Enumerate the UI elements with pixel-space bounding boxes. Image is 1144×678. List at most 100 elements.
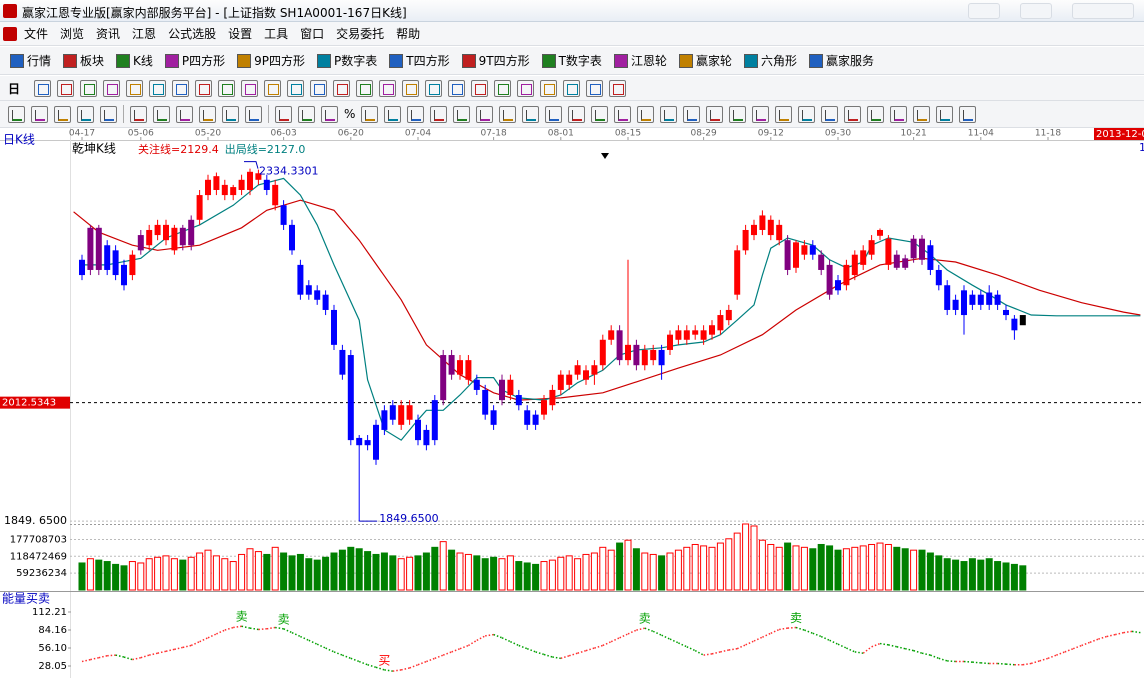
candle-body [566,374,573,385]
toolbar-button[interactable]: 9P四方形 [237,52,305,69]
tool-icon[interactable] [384,105,402,123]
tool-icon[interactable] [34,79,52,97]
tool-icon[interactable] [287,79,305,97]
tool-icon[interactable] [126,79,144,97]
tool-icon[interactable] [729,105,747,123]
toolbar-button[interactable]: P四方形 [164,52,225,69]
toolbar-button[interactable]: 9T四方形 [461,52,530,69]
menu-item[interactable]: 帮助 [396,27,421,41]
tool-icon[interactable] [476,105,494,123]
menu-item[interactable]: 浏览 [60,27,85,41]
tool-icon[interactable] [522,105,540,123]
tool-icon[interactable] [8,105,25,123]
maximize-button[interactable] [1020,3,1052,19]
menu-item[interactable]: 文件 [24,27,49,41]
tool-icon[interactable] [499,105,517,123]
menu-item[interactable]: 设置 [228,27,253,41]
menu-item[interactable]: 资讯 [96,27,121,41]
tool-icon[interactable] [172,79,190,97]
tool-icon[interactable] [218,79,236,97]
toolbar-button[interactable]: P数字表 [317,52,377,69]
tool-icon[interactable] [844,105,862,123]
tool-icon[interactable] [379,79,397,97]
tool-icon[interactable] [563,79,581,97]
tool-icon[interactable] [264,79,282,97]
tool-icon[interactable] [298,105,315,123]
toolbar-button[interactable]: T四方形 [389,52,450,69]
tool-icon[interactable] [153,105,170,123]
tool-icon[interactable] [591,105,609,123]
menu-item[interactable]: 公式选股 [168,27,217,41]
tool-icon[interactable] [130,105,147,123]
tool-icon[interactable] [775,105,793,123]
tool-icon[interactable] [54,105,71,123]
tool-icon[interactable] [540,79,558,97]
toolbar-button[interactable]: T数字表 [541,52,602,69]
toolbar-button[interactable]: 江恩轮 [613,52,667,69]
tool-icon[interactable] [222,105,239,123]
tool-icon[interactable] [660,105,678,123]
tool-icon[interactable] [31,105,48,123]
toolbar-button[interactable]: 行情 [10,52,51,69]
tool-icon[interactable] [361,105,379,123]
percent-button[interactable]: % [344,107,356,121]
tool-icon[interactable] [494,79,512,97]
tool-icon[interactable] [77,105,94,123]
tool-icon[interactable] [453,105,471,123]
toolbar-button[interactable]: 赢家轮 [678,52,732,69]
tool-icon[interactable] [609,79,627,97]
tool-icon[interactable] [402,79,420,97]
tool-icon[interactable] [275,105,292,123]
tool-icon[interactable] [430,105,448,123]
tool-icon[interactable] [545,105,563,123]
tool-icon[interactable] [683,105,701,123]
volume-bar [431,546,439,591]
tool-icon[interactable] [913,105,931,123]
toolbar-button[interactable]: 六角形 [743,52,797,69]
tool-icon[interactable] [706,105,724,123]
tool-icon[interactable] [195,79,213,97]
tool-icon[interactable] [407,105,425,123]
toolbar-button[interactable]: 板块 [63,52,104,69]
tool-icon[interactable] [752,105,770,123]
menu-item[interactable]: 交易委托 [336,27,385,41]
tool-icon[interactable] [57,79,75,97]
close-button[interactable] [1072,3,1134,19]
tool-icon[interactable] [310,79,328,97]
tool-icon[interactable] [425,79,443,97]
tool-icon[interactable] [517,79,535,97]
tool-icon[interactable] [614,105,632,123]
tool-icon[interactable] [471,79,489,97]
indicator-segment [132,656,141,661]
tool-icon[interactable] [798,105,816,123]
menu-item[interactable]: 工具 [264,27,289,41]
tool-icon[interactable] [333,79,351,97]
volume-bar [355,548,363,591]
tool-icon[interactable] [176,105,193,123]
tool-icon[interactable] [890,105,908,123]
tool-icon[interactable] [356,79,374,97]
tool-icon[interactable] [199,105,216,123]
tool-icon[interactable] [80,79,98,97]
tool-icon[interactable] [586,79,604,97]
tool-icon[interactable] [103,79,121,97]
tool-icon[interactable] [568,105,586,123]
tool-icon[interactable] [867,105,885,123]
tool-icon[interactable] [100,105,117,123]
tool-icon[interactable] [936,105,954,123]
toolbar-button[interactable]: 赢家服务 [808,52,874,69]
tool-icon[interactable] [241,79,259,97]
toolbar-button[interactable]: K线 [116,52,153,69]
menu-item[interactable]: 江恩 [132,27,157,41]
candle-body [364,440,371,446]
menu-item[interactable]: 窗口 [300,27,325,41]
minimize-button[interactable] [968,3,1000,19]
tool-icon[interactable] [245,105,262,123]
period-button[interactable]: 日 [8,81,21,96]
tool-icon[interactable] [321,105,338,123]
tool-icon[interactable] [959,105,977,123]
tool-icon[interactable] [149,79,167,97]
tool-icon[interactable] [637,105,655,123]
tool-icon[interactable] [448,79,466,97]
tool-icon[interactable] [821,105,839,123]
